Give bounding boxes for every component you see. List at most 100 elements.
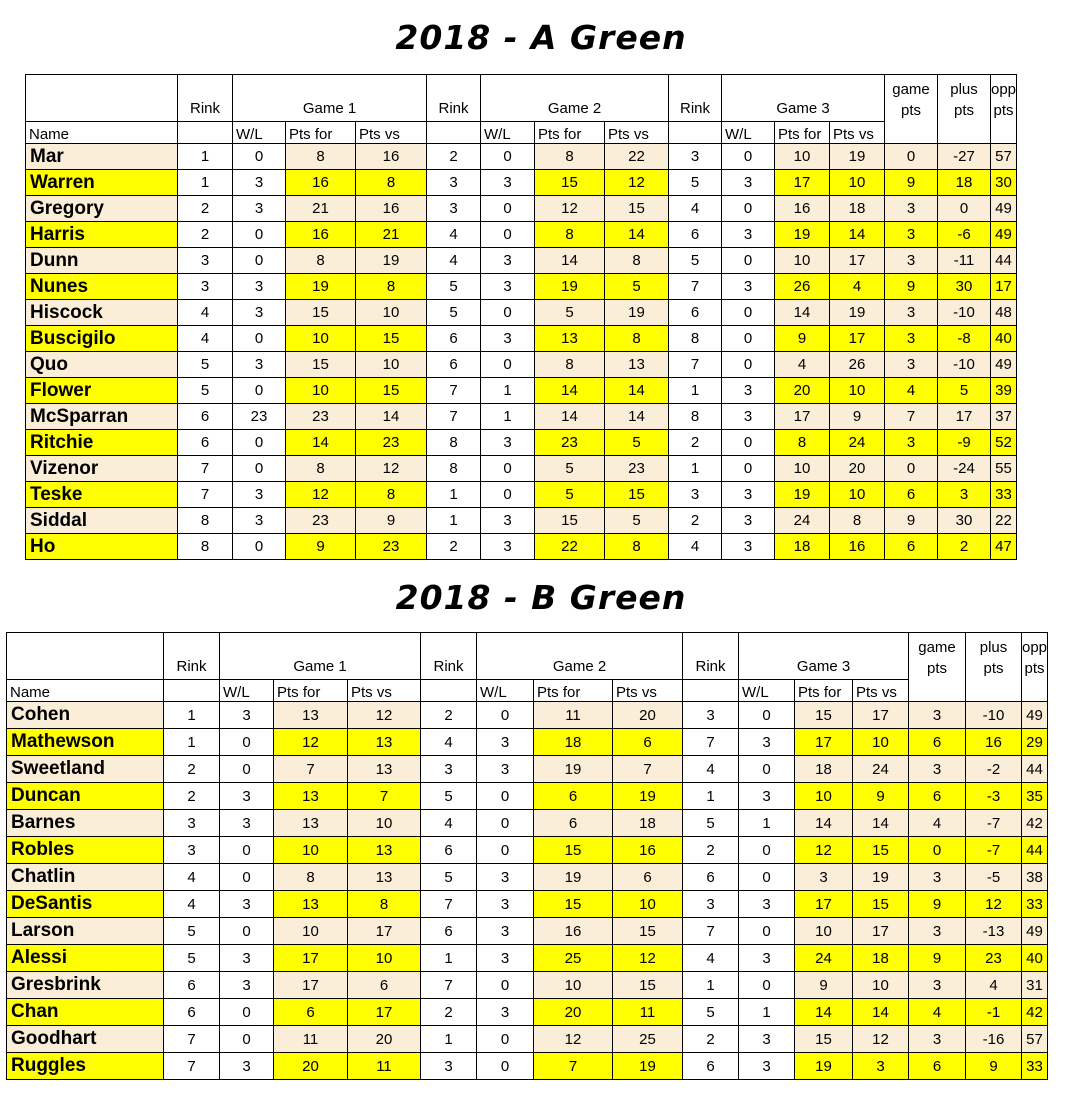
rink-cell: 4 xyxy=(682,944,739,972)
pts-vs-cell: 15 xyxy=(355,325,427,352)
game-pts-cell: 0 xyxy=(884,455,938,482)
wl-cell: 3 xyxy=(721,533,775,560)
opp-pts-cell: 49 xyxy=(1020,917,1049,945)
header-game2: Game 2 xyxy=(480,74,669,122)
table-row: Robles 3 0 10 13 6 0 15 16 2 0 12 15 0 -7 44 xyxy=(6,836,1049,864)
header-plus-pts-line2: pts xyxy=(953,102,974,119)
plus-pts-cell: -27 xyxy=(937,143,991,170)
pts-for-cell: 8 xyxy=(534,143,605,170)
pts-for-cell: 17 xyxy=(273,944,348,972)
pts-for-cell: 15 xyxy=(285,351,356,378)
table-row: McSparran 6 23 23 14 7 1 14 14 8 3 17 9 7 17 37 xyxy=(25,403,1018,430)
pts-for-cell: 10 xyxy=(794,782,853,810)
pts-for-cell: 13 xyxy=(273,890,348,918)
plus-pts-cell: -24 xyxy=(937,455,991,482)
plus-pts-cell: -10 xyxy=(965,701,1022,729)
opp-pts-cell: 47 xyxy=(989,533,1018,560)
rink-cell: 6 xyxy=(420,917,477,945)
wl-cell: 0 xyxy=(232,325,286,352)
pts-vs-cell: 19 xyxy=(612,1052,683,1080)
pts-vs-cell: 10 xyxy=(612,890,683,918)
pts-for-cell: 15 xyxy=(285,299,356,326)
pts-for-cell: 10 xyxy=(273,836,348,864)
wl-cell: 0 xyxy=(721,247,775,274)
pts-for-cell: 15 xyxy=(794,1025,853,1053)
pts-for-cell: 12 xyxy=(533,1025,613,1053)
table-row: Ho 8 0 9 23 2 3 22 8 4 3 18 16 6 2 47 xyxy=(25,533,1018,560)
opp-pts-cell: 42 xyxy=(1020,998,1049,1026)
plus-pts-cell: -10 xyxy=(937,299,991,326)
opp-pts-cell: 48 xyxy=(989,299,1018,326)
wl-cell: 0 xyxy=(232,429,286,456)
rink-cell: 2 xyxy=(420,701,477,729)
header-game1: Game 1 xyxy=(219,632,421,680)
player-name: Quo xyxy=(25,351,178,378)
table-row: Chan 6 0 6 17 2 3 20 11 5 1 14 14 4 -1 42 xyxy=(6,998,1049,1026)
pts-for-cell: 8 xyxy=(273,863,348,891)
pts-for-cell: 9 xyxy=(774,325,830,352)
header-pts-vs: Pts vs xyxy=(852,679,909,702)
pts-vs-cell: 12 xyxy=(612,944,683,972)
player-name: Warren xyxy=(25,169,178,196)
wl-cell: 3 xyxy=(232,507,286,534)
player-name: Goodhart xyxy=(6,1025,164,1053)
plus-pts-cell: 0 xyxy=(937,195,991,222)
game-pts-cell: 3 xyxy=(908,1025,966,1053)
table-a-title: 2018 - A Green xyxy=(395,18,687,57)
player-name: Ritchie xyxy=(25,429,178,456)
pts-vs-cell: 15 xyxy=(612,971,683,999)
pts-vs-cell: 21 xyxy=(355,221,427,248)
game-pts-cell: 3 xyxy=(884,195,938,222)
table-row: Duncan 2 3 13 7 5 0 6 19 1 3 10 9 6 -3 35 xyxy=(6,782,1049,810)
opp-pts-cell: 22 xyxy=(989,507,1018,534)
wl-cell: 3 xyxy=(480,429,535,456)
pts-vs-cell: 10 xyxy=(347,809,421,837)
header-rink-blank xyxy=(682,679,739,702)
header-plus-pts: plus pts xyxy=(965,632,1022,702)
rink-cell: 8 xyxy=(426,455,481,482)
header-rink: Rink xyxy=(668,74,722,122)
game-pts-cell: 4 xyxy=(884,377,938,404)
plus-pts-cell: 30 xyxy=(937,273,991,300)
pts-for-cell: 7 xyxy=(533,1052,613,1080)
wl-cell: 0 xyxy=(721,299,775,326)
plus-pts-cell: -9 xyxy=(937,429,991,456)
opp-pts-cell: 38 xyxy=(1020,863,1049,891)
pts-vs-cell: 5 xyxy=(604,429,669,456)
game-pts-cell: 9 xyxy=(908,890,966,918)
pts-vs-cell: 7 xyxy=(612,755,683,783)
player-name: Mar xyxy=(25,143,178,170)
rink-cell: 6 xyxy=(177,429,233,456)
wl-cell: 0 xyxy=(480,351,535,378)
plus-pts-cell: -5 xyxy=(965,863,1022,891)
header-row-top: Rink Game 1 Rink Game 2 Rink Game 3 game pts plu… xyxy=(6,632,1049,702)
game-pts-cell: 3 xyxy=(884,429,938,456)
wl-cell: 0 xyxy=(738,917,795,945)
game-pts-cell: 3 xyxy=(884,247,938,274)
player-name: Harris xyxy=(25,221,178,248)
game-pts-cell: 0 xyxy=(908,836,966,864)
pts-vs-cell: 8 xyxy=(604,533,669,560)
pts-vs-cell: 11 xyxy=(347,1052,421,1080)
rink-cell: 2 xyxy=(177,195,233,222)
table-row: Ritchie 6 0 14 23 8 3 23 5 2 0 8 24 3 -9 52 xyxy=(25,429,1018,456)
wl-cell: 3 xyxy=(232,195,286,222)
game-pts-cell: 9 xyxy=(908,944,966,972)
wl-cell: 3 xyxy=(476,755,534,783)
pts-for-cell: 18 xyxy=(774,533,830,560)
header-rink-blank xyxy=(163,679,220,702)
rink-cell: 7 xyxy=(177,481,233,508)
pts-vs-cell: 5 xyxy=(604,273,669,300)
player-name: Chatlin xyxy=(6,863,164,891)
header-wl: W/L xyxy=(219,679,274,702)
pts-vs-cell: 13 xyxy=(347,755,421,783)
pts-vs-cell: 10 xyxy=(355,351,427,378)
table-row: Goodhart 7 0 11 20 1 0 12 25 2 3 15 12 3 -16 57 xyxy=(6,1025,1049,1053)
player-name: Flower xyxy=(25,377,178,404)
wl-cell: 3 xyxy=(721,481,775,508)
pts-for-cell: 19 xyxy=(533,863,613,891)
pts-for-cell: 15 xyxy=(533,836,613,864)
header-pts-for: Pts for xyxy=(533,679,613,702)
wl-cell: 3 xyxy=(232,299,286,326)
wl-cell: 3 xyxy=(232,351,286,378)
